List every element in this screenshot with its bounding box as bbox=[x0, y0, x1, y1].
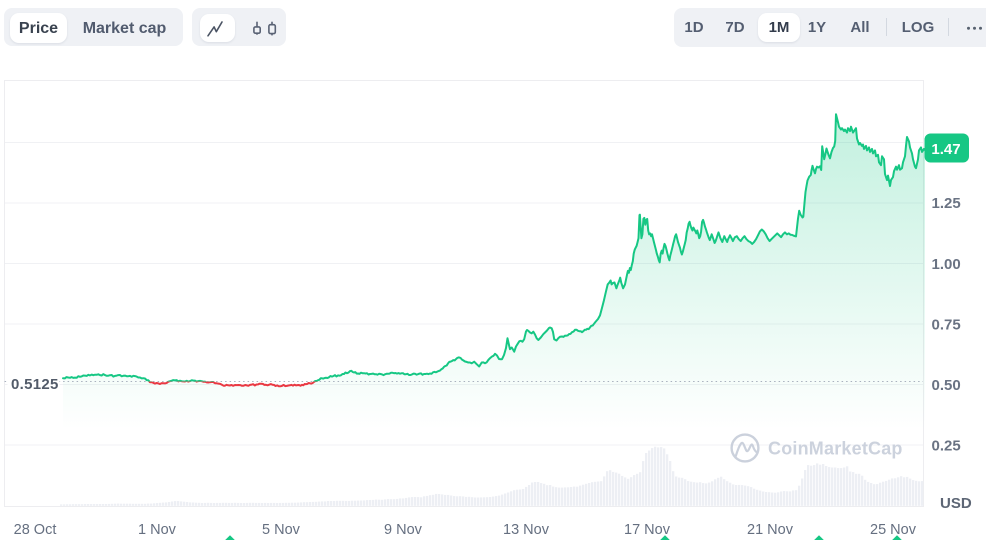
svg-text:1.47: 1.47 bbox=[931, 141, 960, 158]
svg-text:USD: USD bbox=[940, 495, 972, 512]
svg-text:1 Nov: 1 Nov bbox=[138, 522, 177, 538]
svg-text:1.00: 1.00 bbox=[932, 256, 961, 273]
svg-text:9 Nov: 9 Nov bbox=[384, 522, 423, 538]
svg-text:0.5125: 0.5125 bbox=[11, 376, 59, 393]
svg-text:0.50: 0.50 bbox=[932, 377, 961, 394]
svg-text:25 Nov: 25 Nov bbox=[870, 522, 917, 538]
svg-text:1.25: 1.25 bbox=[932, 195, 961, 212]
svg-text:5 Nov: 5 Nov bbox=[262, 522, 301, 538]
svg-text:17 Nov: 17 Nov bbox=[624, 522, 671, 538]
svg-text:0.75: 0.75 bbox=[932, 317, 961, 334]
svg-text:21 Nov: 21 Nov bbox=[747, 522, 794, 538]
svg-text:13 Nov: 13 Nov bbox=[503, 522, 550, 538]
svg-text:0.25: 0.25 bbox=[932, 438, 961, 455]
svg-text:28 Oct: 28 Oct bbox=[14, 522, 57, 538]
